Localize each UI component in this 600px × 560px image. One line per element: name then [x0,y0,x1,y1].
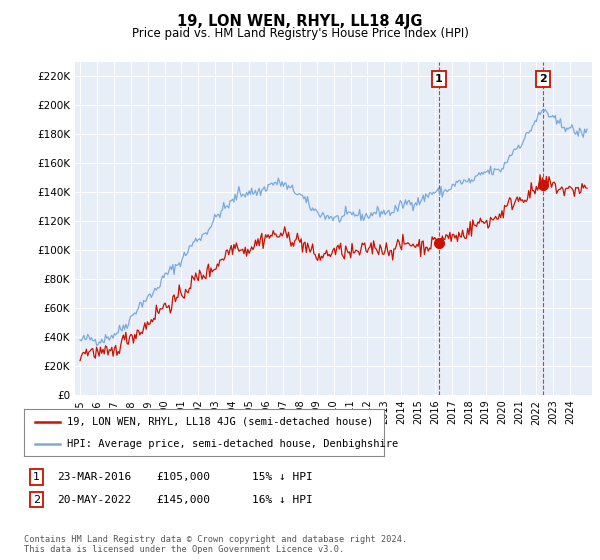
Text: 1: 1 [33,472,40,482]
Text: 19, LON WEN, RHYL, LL18 4JG (semi-detached house): 19, LON WEN, RHYL, LL18 4JG (semi-detach… [67,417,373,427]
Text: 19, LON WEN, RHYL, LL18 4JG: 19, LON WEN, RHYL, LL18 4JG [177,14,423,29]
Text: 2: 2 [539,74,547,84]
Text: 15% ↓ HPI: 15% ↓ HPI [252,472,313,482]
Text: 2: 2 [33,494,40,505]
Text: Price paid vs. HM Land Registry's House Price Index (HPI): Price paid vs. HM Land Registry's House … [131,27,469,40]
Text: 20-MAY-2022: 20-MAY-2022 [57,494,131,505]
Text: £105,000: £105,000 [156,472,210,482]
Text: 23-MAR-2016: 23-MAR-2016 [57,472,131,482]
Text: 16% ↓ HPI: 16% ↓ HPI [252,494,313,505]
Text: Contains HM Land Registry data © Crown copyright and database right 2024.
This d: Contains HM Land Registry data © Crown c… [24,535,407,554]
Text: HPI: Average price, semi-detached house, Denbighshire: HPI: Average price, semi-detached house,… [67,438,398,449]
Text: 1: 1 [435,74,443,84]
Text: £145,000: £145,000 [156,494,210,505]
